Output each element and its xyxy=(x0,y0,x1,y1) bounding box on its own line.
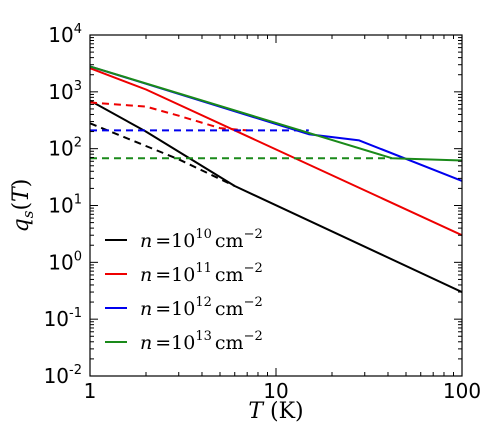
x-axis-label: T (K) xyxy=(248,399,303,424)
ticks xyxy=(89,34,463,377)
legend: n =1010 cm−2n =1011 cm−2n =1012 cm−2n =1013 cm−2 xyxy=(105,227,263,354)
series-1-dashed-line xyxy=(90,101,248,132)
y-axis-label-open: ( xyxy=(9,202,34,211)
y-tick-exponent: 0 xyxy=(74,249,82,264)
legend-eq: = xyxy=(155,264,171,286)
legend-exp: 11 xyxy=(195,261,212,276)
y-tick-label: 100 xyxy=(48,249,82,274)
legend-unit: cm xyxy=(215,332,244,354)
legend-var: n xyxy=(140,230,152,252)
legend-var: n xyxy=(140,332,152,354)
x-axis-label-var: T xyxy=(248,399,265,424)
x-tick-label: 10 xyxy=(263,379,288,403)
legend-unit-exp: −2 xyxy=(244,295,263,310)
y-tick-exponent: -1 xyxy=(69,306,82,321)
legend-eq: = xyxy=(155,298,171,320)
y-tick-exponent: 1 xyxy=(74,193,82,208)
y-axis-label-arg: T xyxy=(9,185,34,202)
legend-label-2: n =1012 cm−2 xyxy=(140,295,263,320)
legend-unit-exp: −2 xyxy=(244,227,263,242)
y-tick-label: 101 xyxy=(48,193,82,218)
y-tick-label: 10-2 xyxy=(44,363,82,388)
legend-label-0: n =1010 cm−2 xyxy=(140,227,263,252)
y-axis-label-close: ) xyxy=(9,179,34,188)
legend-base: 10 xyxy=(171,332,195,354)
legend-var: n xyxy=(140,298,152,320)
legend-base: 10 xyxy=(171,264,195,286)
legend-label-1: n =1011 cm−2 xyxy=(140,261,263,286)
legend-base: 10 xyxy=(171,230,195,252)
legend-base: 10 xyxy=(171,298,195,320)
legend-exp: 10 xyxy=(195,227,212,242)
legend-unit: cm xyxy=(215,298,244,320)
legend-var: n xyxy=(140,264,152,286)
y-tick-exponent: 2 xyxy=(74,136,82,151)
y-tick-label: 102 xyxy=(48,136,82,161)
y-tick-base: 10 xyxy=(48,23,73,47)
y-axis-label-sub: s xyxy=(19,210,37,218)
legend-unit-exp: −2 xyxy=(244,329,263,344)
legend-eq: = xyxy=(155,332,171,354)
y-tick-exponent: 3 xyxy=(74,79,82,94)
y-tick-exponent: 4 xyxy=(74,22,82,37)
series-3-solid-line xyxy=(90,65,462,162)
y-tick-label: 104 xyxy=(48,22,82,47)
legend-exp: 12 xyxy=(195,295,212,310)
legend-label-3: n =1013 cm−2 xyxy=(140,329,263,354)
y-tick-label: 10-1 xyxy=(44,306,82,331)
y-axis-label-var: q xyxy=(9,218,34,232)
legend-eq: = xyxy=(155,230,171,252)
y-tick-base: 10 xyxy=(44,364,69,388)
plot-lines xyxy=(90,65,462,294)
y-tick-base: 10 xyxy=(48,80,73,104)
axis-labels: T (K)qs(T) xyxy=(9,179,304,424)
legend-unit-exp: −2 xyxy=(244,261,263,276)
series-0-dashed-line xyxy=(90,122,236,187)
y-tick-base: 10 xyxy=(48,250,73,274)
y-tick-exponent: -2 xyxy=(69,363,82,378)
x-tick-label: 1 xyxy=(84,379,97,403)
series-1-solid-line xyxy=(90,67,462,237)
y-tick-base: 10 xyxy=(48,137,73,161)
y-axis-label: qs(T) xyxy=(9,179,37,233)
legend-unit: cm xyxy=(215,264,244,286)
y-tick-base: 10 xyxy=(48,194,73,218)
x-axis-label-unit: (K) xyxy=(263,399,304,424)
y-tick-label: 103 xyxy=(48,79,82,104)
x-tick-label: 100 xyxy=(443,379,481,403)
y-tick-base: 10 xyxy=(44,307,69,331)
legend-exp: 13 xyxy=(195,329,212,344)
legend-unit: cm xyxy=(215,230,244,252)
